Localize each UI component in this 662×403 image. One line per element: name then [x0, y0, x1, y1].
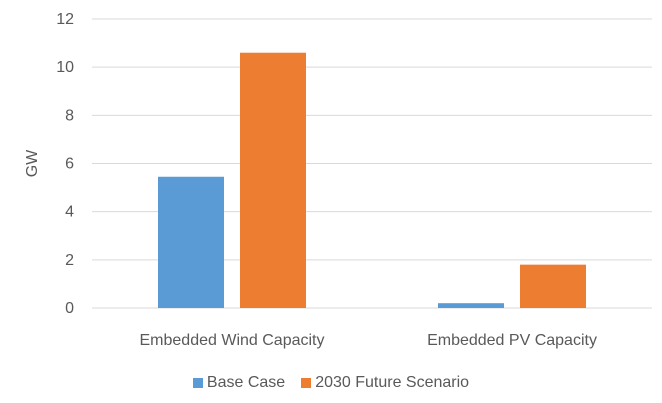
bar-2030-future-scenario-1	[520, 264, 586, 308]
legend-swatch-base-case	[192, 378, 203, 388]
y-tick-label: 0	[65, 300, 74, 317]
x-axis-categories: Embedded Wind Capacity Embedded PV Capaci…	[140, 332, 597, 349]
legend-swatch-2030-future-scenario	[301, 378, 312, 388]
x-category-label: Embedded PV Capacity	[427, 332, 597, 349]
legend: Base Case 2030 Future Scenario	[0, 374, 662, 392]
bar-base-case-0	[158, 176, 224, 308]
y-tick-label: 4	[65, 204, 74, 221]
legend-label-base-case: Base Case	[206, 374, 286, 391]
y-tick-label: 8	[65, 107, 74, 124]
y-tick-label: 10	[56, 59, 74, 76]
legend-item-2030-future-scenario: 2030 Future Scenario	[301, 374, 469, 392]
bar-base-case-1	[438, 303, 504, 308]
legend-label-2030-future-scenario: 2030 Future Scenario	[315, 374, 470, 391]
y-axis-label: GW	[24, 149, 41, 177]
legend-item-base-case: Base Case	[192, 374, 286, 392]
x-category-label: Embedded Wind Capacity	[140, 332, 325, 349]
bars	[158, 52, 586, 308]
bar-2030-future-scenario-0	[240, 52, 306, 308]
y-tick-label: 12	[56, 11, 74, 28]
y-tick-label: 2	[65, 252, 74, 269]
y-tick-label: 6	[65, 156, 74, 173]
y-axis-ticks: 0 2 4 6 8 10 12	[56, 11, 74, 317]
